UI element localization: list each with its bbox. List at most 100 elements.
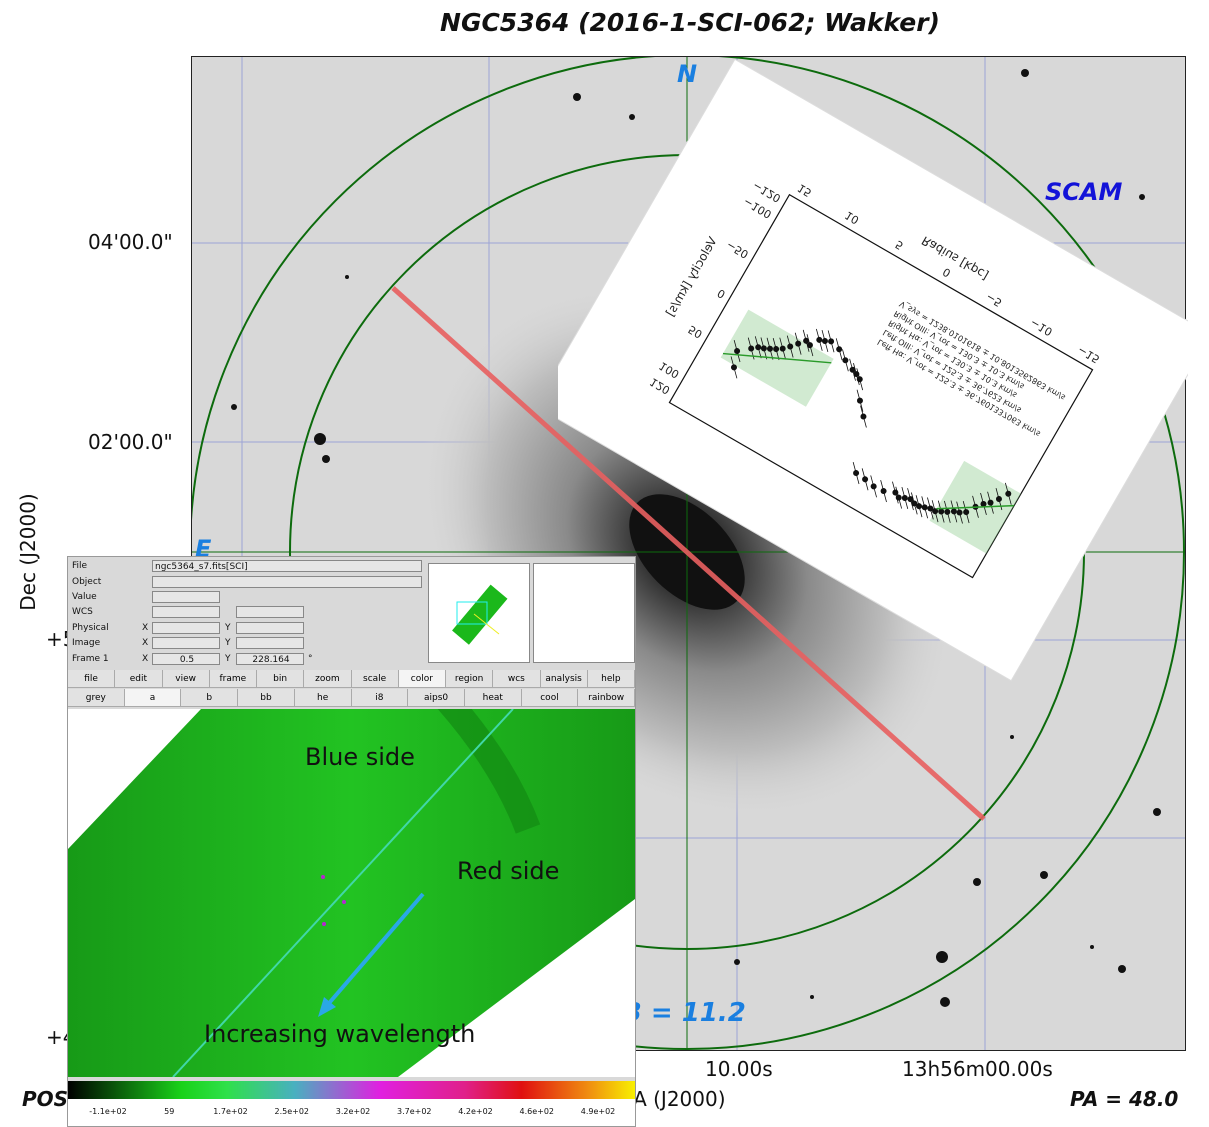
colormap-he[interactable]: he: [294, 689, 352, 707]
data-point: [938, 508, 945, 515]
degree-symbol: °: [308, 654, 313, 664]
data-point: [766, 345, 773, 352]
frame-y-label: Y: [225, 654, 231, 664]
image-x-field[interactable]: [152, 637, 220, 649]
ds9-image-canvas[interactable]: Blue side Red side Increasing wavelength: [68, 709, 635, 1077]
data-point: [995, 496, 1002, 503]
data-point: [895, 494, 902, 501]
file-field[interactable]: ngc5364_s7.fits[SCI]: [152, 560, 422, 572]
ds9-info-panel: File ngc5364_s7.fits[SCI] Object Value W…: [68, 557, 428, 667]
data-point: [901, 494, 908, 501]
image-y-label: Y: [225, 638, 231, 648]
compass-north-label: N: [677, 60, 698, 88]
ds9-window[interactable]: File ngc5364_s7.fits[SCI] Object Value W…: [67, 556, 636, 1127]
colormap-bb[interactable]: bb: [238, 689, 295, 707]
data-point: [730, 364, 737, 371]
value-field[interactable]: [152, 591, 220, 603]
menu-analysis[interactable]: analysis: [540, 670, 588, 688]
x-tick-label: 15: [795, 181, 814, 199]
data-point: [836, 346, 843, 353]
colormap-i8[interactable]: i8: [351, 689, 409, 707]
data-point: [911, 500, 918, 507]
data-point: [870, 483, 877, 490]
data-point: [806, 342, 813, 349]
object-label: Object: [72, 577, 102, 587]
data-point: [916, 503, 923, 510]
ds9-colorbar[interactable]: -1.1e+02 59 1.7e+02 2.5e+02 3.2e+02 3.7e+02 4.…: [68, 1081, 635, 1126]
physical-x-label: X: [142, 623, 149, 633]
data-point: [856, 376, 863, 383]
frame-x-field[interactable]: 0.5: [152, 653, 220, 665]
wcs-field[interactable]: [152, 606, 220, 618]
menu-view[interactable]: view: [162, 670, 210, 688]
rotation-curve-inset: 15 10 5 0 −5 −10 −15 120 100 50 0 −50 −100 −120 Radi…: [534, 55, 1209, 685]
colormap-heat[interactable]: heat: [464, 689, 522, 707]
colorbar-tick: 3.7e+02: [396, 1107, 432, 1116]
dec-tick-2: 02'00.0": [88, 430, 173, 454]
colormap-cool[interactable]: cool: [521, 689, 579, 707]
colorbar-tick: 4.9e+02: [580, 1107, 616, 1116]
physical-x-field[interactable]: [152, 622, 220, 634]
data-point: [828, 338, 835, 345]
menu-file[interactable]: file: [68, 670, 116, 688]
data-point: [963, 509, 970, 516]
colorbar-tick: 2.5e+02: [274, 1107, 310, 1116]
image-label: Image: [72, 638, 101, 648]
spectrum-image: [68, 709, 635, 1077]
panner-panel[interactable]: [428, 563, 530, 663]
x-tick-label: 10: [843, 208, 862, 226]
menu-scale[interactable]: scale: [351, 670, 399, 688]
magnifier-panel: [533, 563, 635, 663]
file-label: File: [72, 561, 88, 571]
data-point: [773, 346, 780, 353]
fit-line: [722, 352, 832, 364]
data-point: [927, 505, 934, 512]
image-x-label: X: [142, 638, 149, 648]
menu-help[interactable]: help: [587, 670, 635, 688]
colorbar-graphic: [68, 1081, 635, 1099]
menu-bin[interactable]: bin: [257, 670, 305, 688]
menu-frame[interactable]: frame: [209, 670, 257, 688]
menu-edit[interactable]: edit: [115, 670, 163, 688]
survey-label: POS: [22, 1087, 69, 1111]
data-point: [944, 508, 951, 515]
ds9-menu-bar: file edit view frame bin zoom scale color region…: [68, 670, 635, 688]
data-point: [980, 500, 987, 507]
colormap-grey[interactable]: grey: [68, 689, 125, 707]
slit: [391, 286, 986, 821]
data-point: [803, 337, 810, 344]
stars: [231, 69, 1161, 1007]
colorbar-tick: 3.2e+02: [335, 1107, 371, 1116]
ds9-colormap-bar: grey a b bb he i8 aips0 heat cool rainbow: [68, 689, 635, 707]
data-point: [816, 336, 823, 343]
value-label: Value: [72, 592, 97, 602]
image-y-field[interactable]: [236, 637, 304, 649]
wcs-field-2[interactable]: [236, 606, 304, 618]
colormap-b[interactable]: b: [181, 689, 239, 707]
magnitude-label: B = 11.2: [622, 998, 746, 1028]
ra-tick-1: 10.00s: [705, 1057, 773, 1081]
fit-line: [936, 504, 1015, 510]
colorbar-tick: -1.1e+02: [89, 1107, 127, 1116]
menu-wcs[interactable]: wcs: [493, 670, 541, 688]
data-point: [907, 496, 914, 503]
colorbar-tick: 4.6e+02: [519, 1107, 555, 1116]
pa-label: PA = 48.0: [1070, 1087, 1179, 1111]
data-point: [932, 508, 939, 515]
menu-color[interactable]: color: [398, 670, 446, 688]
colormap-aips0[interactable]: aips0: [408, 689, 465, 707]
menu-zoom[interactable]: zoom: [304, 670, 352, 688]
data-point: [856, 397, 863, 404]
colorbar-tick: 4.2e+02: [458, 1107, 493, 1116]
colormap-a[interactable]: a: [124, 689, 182, 707]
data-point: [921, 504, 928, 511]
data-point: [748, 345, 755, 352]
object-field[interactable]: [152, 576, 422, 588]
data-point: [860, 413, 867, 420]
menu-region[interactable]: region: [446, 670, 494, 688]
colormap-rainbow[interactable]: rainbow: [578, 689, 635, 707]
frame-y-field[interactable]: 228.164: [236, 653, 304, 665]
physical-y-field[interactable]: [236, 622, 304, 634]
ra-tick-2: 13h56m00.00s: [902, 1057, 1053, 1081]
red-side-annotation: Red side: [457, 857, 560, 885]
